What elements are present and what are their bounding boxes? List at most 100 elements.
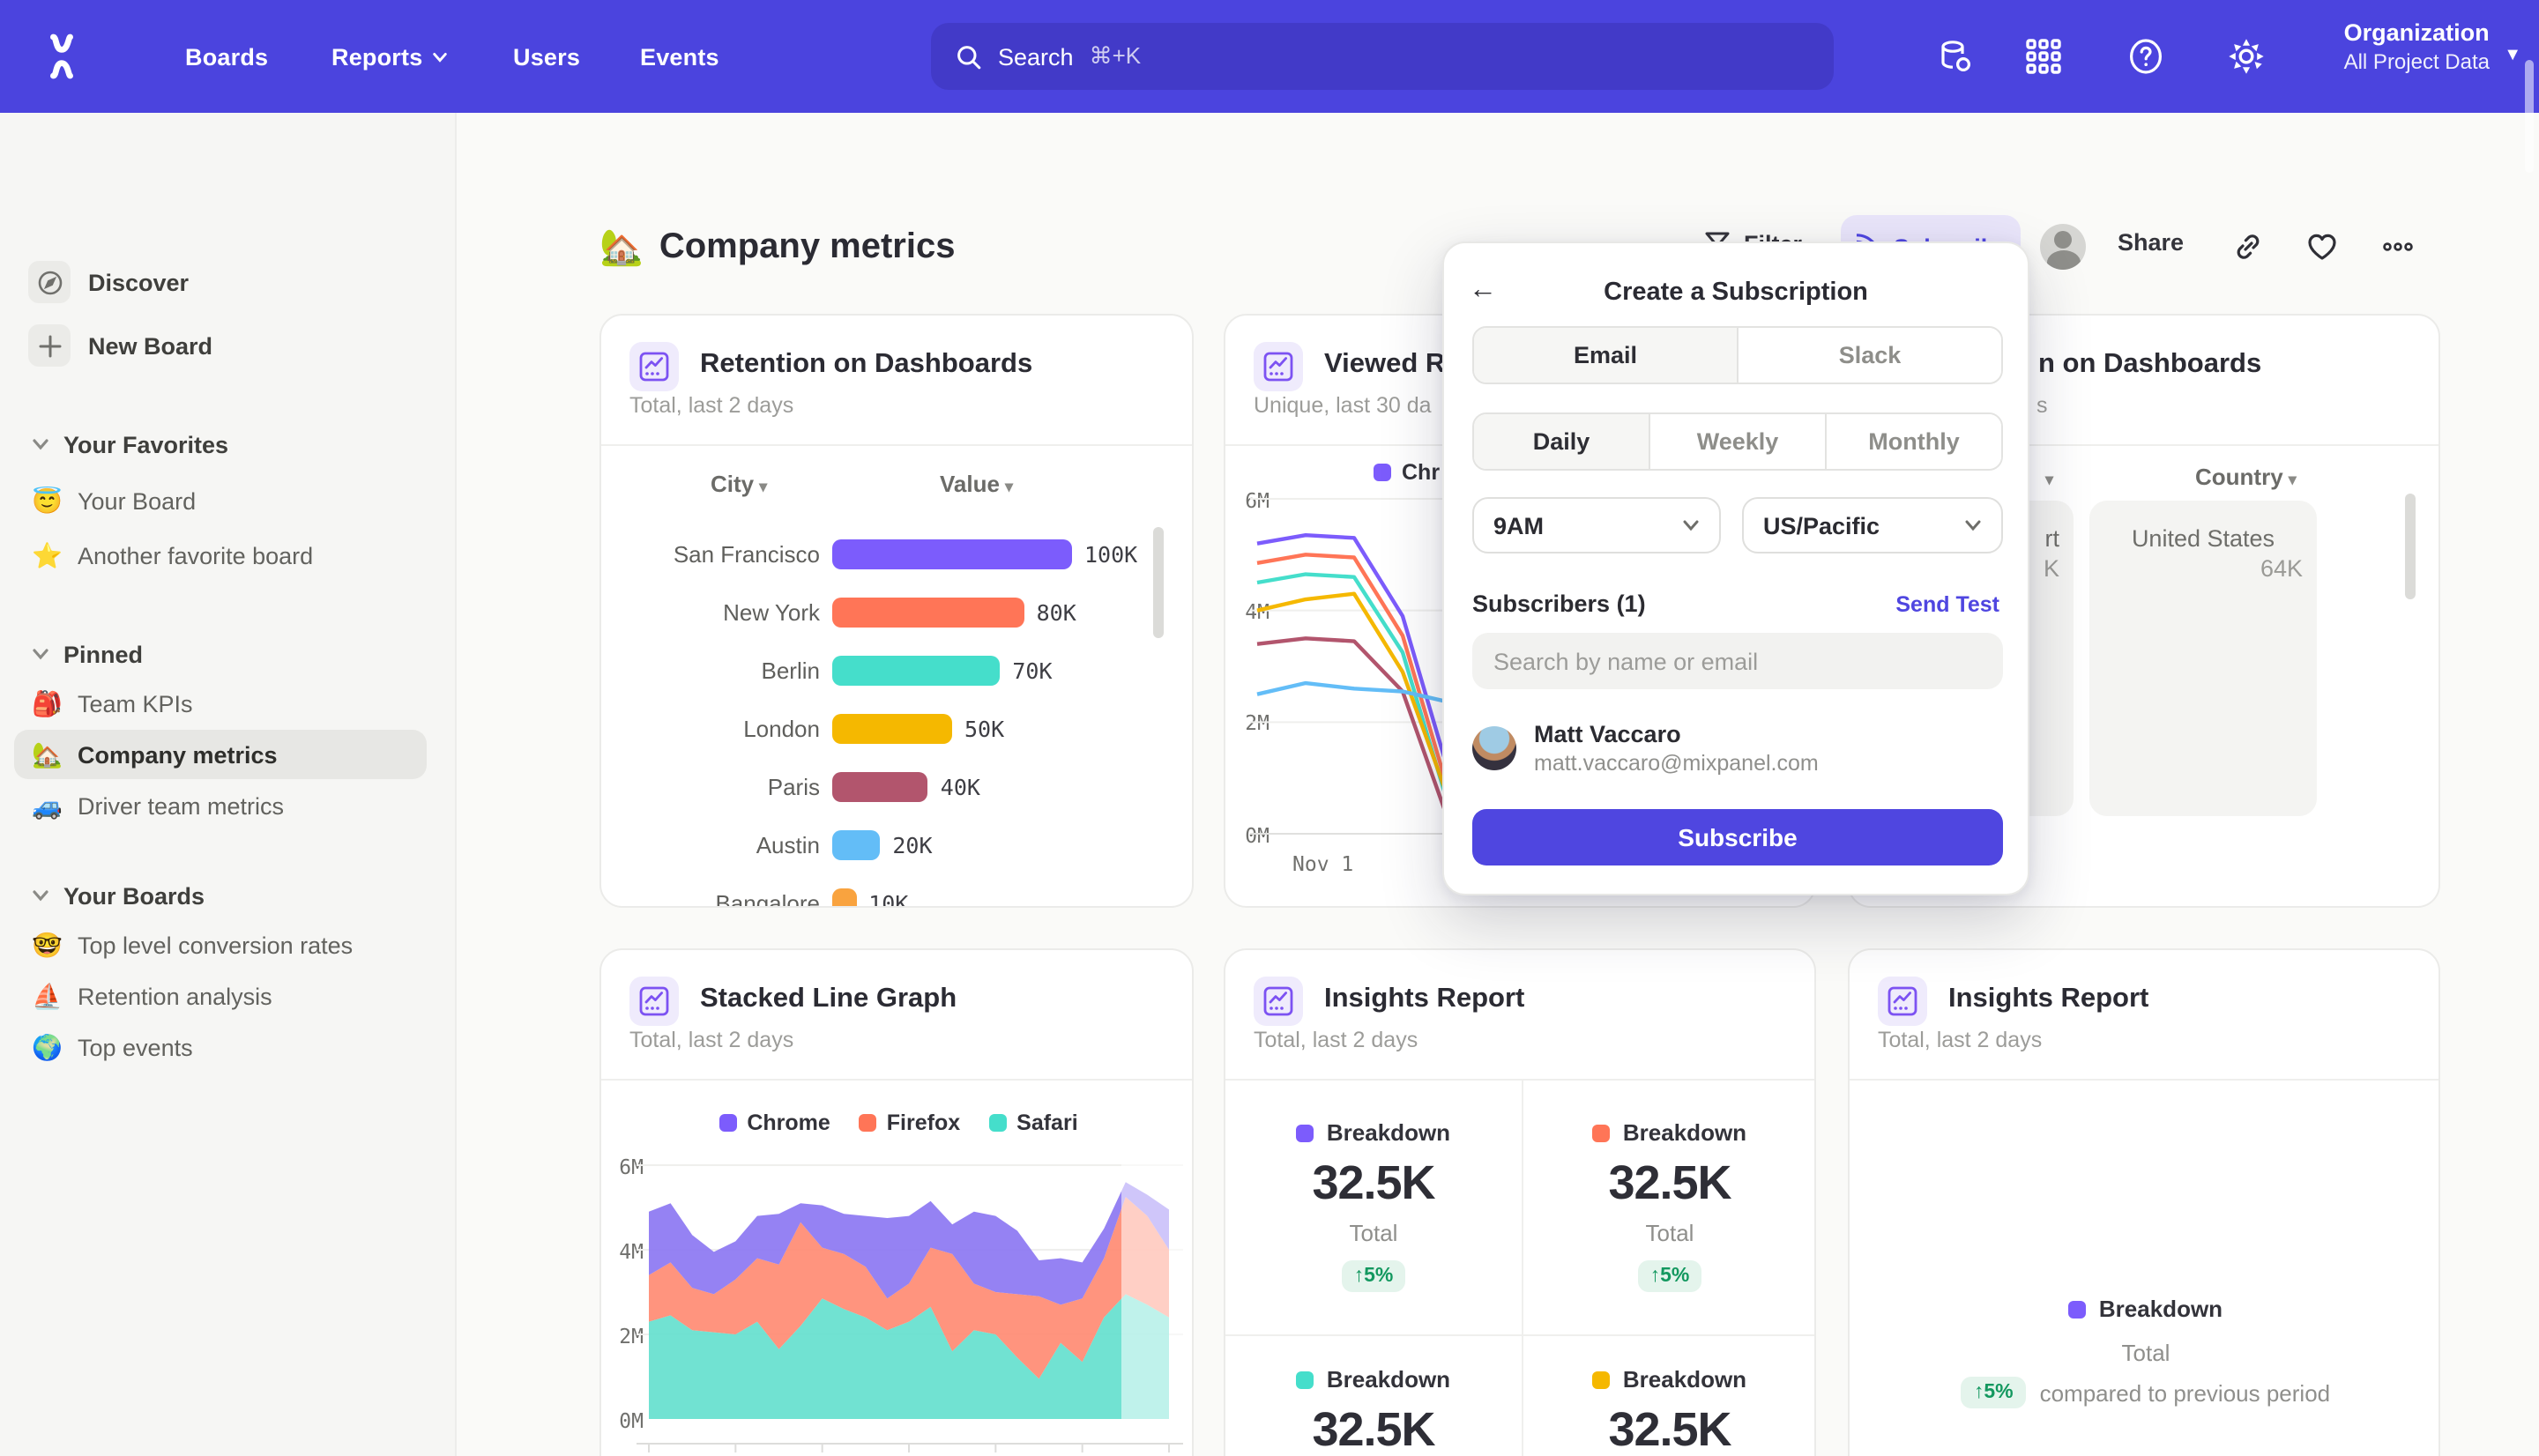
search-shortcut: ⌘+K bbox=[1089, 42, 1142, 69]
metric-cell[interactable]: Breakdown 32.5K Total ↑5% bbox=[1225, 1119, 1522, 1292]
page-scrollbar[interactable] bbox=[2525, 60, 2534, 173]
board-emoji: ⭐ bbox=[32, 540, 63, 568]
board-emoji: 🏡 bbox=[32, 739, 63, 768]
settings-gear-icon[interactable] bbox=[2225, 35, 2267, 78]
send-test-link[interactable]: Send Test bbox=[1895, 592, 1999, 617]
card-scrollbar[interactable] bbox=[1153, 527, 1164, 638]
board-emoji: 😇 bbox=[32, 486, 63, 514]
column-header-country[interactable]: Country ▾ bbox=[2195, 464, 2297, 490]
sidebar-item-retention-analysis[interactable]: ⛵ Retention analysis bbox=[32, 981, 272, 1009]
y-tick: 0M bbox=[619, 1408, 644, 1433]
report-chart-icon bbox=[629, 342, 679, 391]
subscribers-label: Subscribers (1) bbox=[1472, 591, 1646, 617]
sidebar-item-your-board[interactable]: 😇 Your Board bbox=[32, 486, 197, 514]
chart-legend: Chrome Firefox Safari bbox=[601, 1111, 1192, 1135]
tab-weekly[interactable]: Weekly bbox=[1649, 414, 1825, 469]
chevron-down-icon bbox=[33, 890, 48, 902]
mixpanel-logo[interactable] bbox=[35, 30, 88, 83]
channel-tabs: Email Slack bbox=[1472, 326, 2003, 384]
share-button[interactable]: Share bbox=[2118, 229, 2185, 256]
board-emoji: 🚙 bbox=[32, 791, 63, 819]
sidebar-item-team-kpis[interactable]: 🎒 Team KPIs bbox=[32, 688, 193, 717]
bar[interactable] bbox=[832, 714, 952, 744]
chevron-down-icon bbox=[432, 51, 447, 62]
sidebar-new-board[interactable]: New Board bbox=[0, 319, 457, 372]
sidebar-item-top-events[interactable]: 🌍 Top events bbox=[32, 1032, 193, 1060]
card-scrollbar[interactable] bbox=[2405, 494, 2416, 599]
section-your-favorites[interactable]: Your Favorites bbox=[0, 421, 457, 467]
bar[interactable] bbox=[832, 772, 928, 802]
bar-row[interactable]: San Francisco 100K bbox=[673, 539, 1138, 569]
subscribe-submit-button[interactable]: Subscribe bbox=[1472, 809, 2003, 865]
bar-row[interactable]: Bangalore 10K bbox=[601, 874, 1192, 906]
tab-email[interactable]: Email bbox=[1474, 328, 1737, 383]
bar[interactable] bbox=[832, 656, 1001, 686]
card-retention-on-dashboards: Retention on Dashboards Total, last 2 da… bbox=[599, 314, 1194, 908]
copy-link-icon[interactable] bbox=[2230, 229, 2266, 264]
metric-cell[interactable]: Breakdown 32.5K Total ↑5% bbox=[1522, 1119, 1814, 1292]
legend-swatch bbox=[988, 1114, 1007, 1132]
board-emoji: 🌍 bbox=[32, 1032, 63, 1060]
y-tick: 6M bbox=[619, 1155, 644, 1179]
chart-legend: Chr bbox=[1374, 460, 1440, 485]
bar[interactable] bbox=[832, 598, 1024, 628]
chevron-down-icon bbox=[33, 649, 48, 660]
tab-slack[interactable]: Slack bbox=[1737, 328, 2001, 383]
section-pinned[interactable]: Pinned bbox=[0, 631, 457, 677]
org-caret-icon: ▼ bbox=[2504, 46, 2521, 65]
bar-row[interactable]: Berlin 70K bbox=[761, 656, 1053, 686]
legend-swatch bbox=[1374, 464, 1391, 481]
timezone-select[interactable]: US/Pacific bbox=[1742, 497, 2003, 553]
section-your-boards[interactable]: Your Boards bbox=[0, 873, 457, 918]
metric-tile-united-states: United States 64K bbox=[2089, 501, 2317, 816]
apps-grid-icon[interactable] bbox=[2022, 35, 2065, 78]
sidebar-item-top-level-conversion-rates[interactable]: 🤓 Top level conversion rates bbox=[32, 930, 354, 958]
sidebar-item-company-metrics[interactable]: 🏡 Company metrics bbox=[14, 730, 427, 779]
bar-row[interactable]: Austin 20K bbox=[756, 830, 933, 860]
bar-row[interactable]: London 50K bbox=[743, 714, 1005, 744]
data-management-icon[interactable] bbox=[1934, 35, 1977, 78]
sidebar-item-another-favorite-board[interactable]: ⭐ Another favorite board bbox=[32, 540, 314, 568]
owner-avatar[interactable] bbox=[2040, 224, 2086, 270]
more-options-icon[interactable] bbox=[2380, 229, 2416, 264]
nav-users[interactable]: Users bbox=[513, 43, 581, 70]
nav-reports[interactable]: Reports bbox=[331, 0, 447, 113]
column-header-city[interactable]: City ▾ bbox=[711, 471, 768, 497]
y-tick: 0M bbox=[1245, 823, 1270, 848]
favorite-heart-icon[interactable] bbox=[2304, 229, 2340, 264]
chevron-down-icon bbox=[1683, 520, 1699, 531]
column-header-hidden[interactable]: ▾ bbox=[2045, 471, 2054, 488]
nav-events[interactable]: Events bbox=[640, 43, 719, 70]
bar[interactable] bbox=[832, 830, 881, 860]
legend-label: Chr bbox=[1402, 460, 1441, 485]
bar-row[interactable]: Paris 40K bbox=[767, 772, 980, 802]
chevron-down-icon bbox=[33, 439, 48, 450]
bar[interactable] bbox=[832, 539, 1072, 569]
search-icon bbox=[957, 45, 981, 69]
board-emoji: 🎒 bbox=[32, 688, 63, 717]
sidebar-item-driver-team-metrics[interactable]: 🚙 Driver team metrics bbox=[32, 791, 285, 819]
bar-row[interactable]: New York 80K bbox=[723, 598, 1076, 628]
help-icon[interactable] bbox=[2125, 35, 2167, 78]
card-stacked-line-graph: Stacked Line Graph Total, last 2 days Ch… bbox=[599, 948, 1194, 1456]
subscriber-search-input[interactable] bbox=[1472, 633, 2003, 689]
subscriber-avatar bbox=[1472, 726, 1516, 770]
sidebar-discover[interactable]: Discover bbox=[0, 256, 457, 308]
time-select[interactable]: 9AM bbox=[1472, 497, 1721, 553]
card-header: n on Dashboards s bbox=[1850, 316, 2438, 446]
org-switcher[interactable]: Organization All Project Data bbox=[2343, 19, 2490, 74]
tab-daily[interactable]: Daily bbox=[1474, 414, 1649, 469]
delta-badge: ↑5% bbox=[1961, 1377, 2026, 1408]
bar[interactable] bbox=[832, 888, 857, 906]
subscriber-row[interactable]: Matt Vaccaro matt.vaccaro@mixpanel.com bbox=[1472, 721, 1819, 776]
back-arrow-icon[interactable]: ← bbox=[1469, 275, 1497, 305]
card-insights-report-2: Insights Report Total, last 2 days Break… bbox=[1848, 948, 2440, 1456]
report-chart-icon bbox=[1878, 977, 1927, 1026]
nav-boards[interactable]: Boards bbox=[185, 43, 269, 70]
column-header-value[interactable]: Value ▾ bbox=[940, 471, 1013, 497]
search-input[interactable]: Search ⌘+K bbox=[931, 23, 1834, 90]
tab-monthly[interactable]: Monthly bbox=[1825, 414, 2001, 469]
